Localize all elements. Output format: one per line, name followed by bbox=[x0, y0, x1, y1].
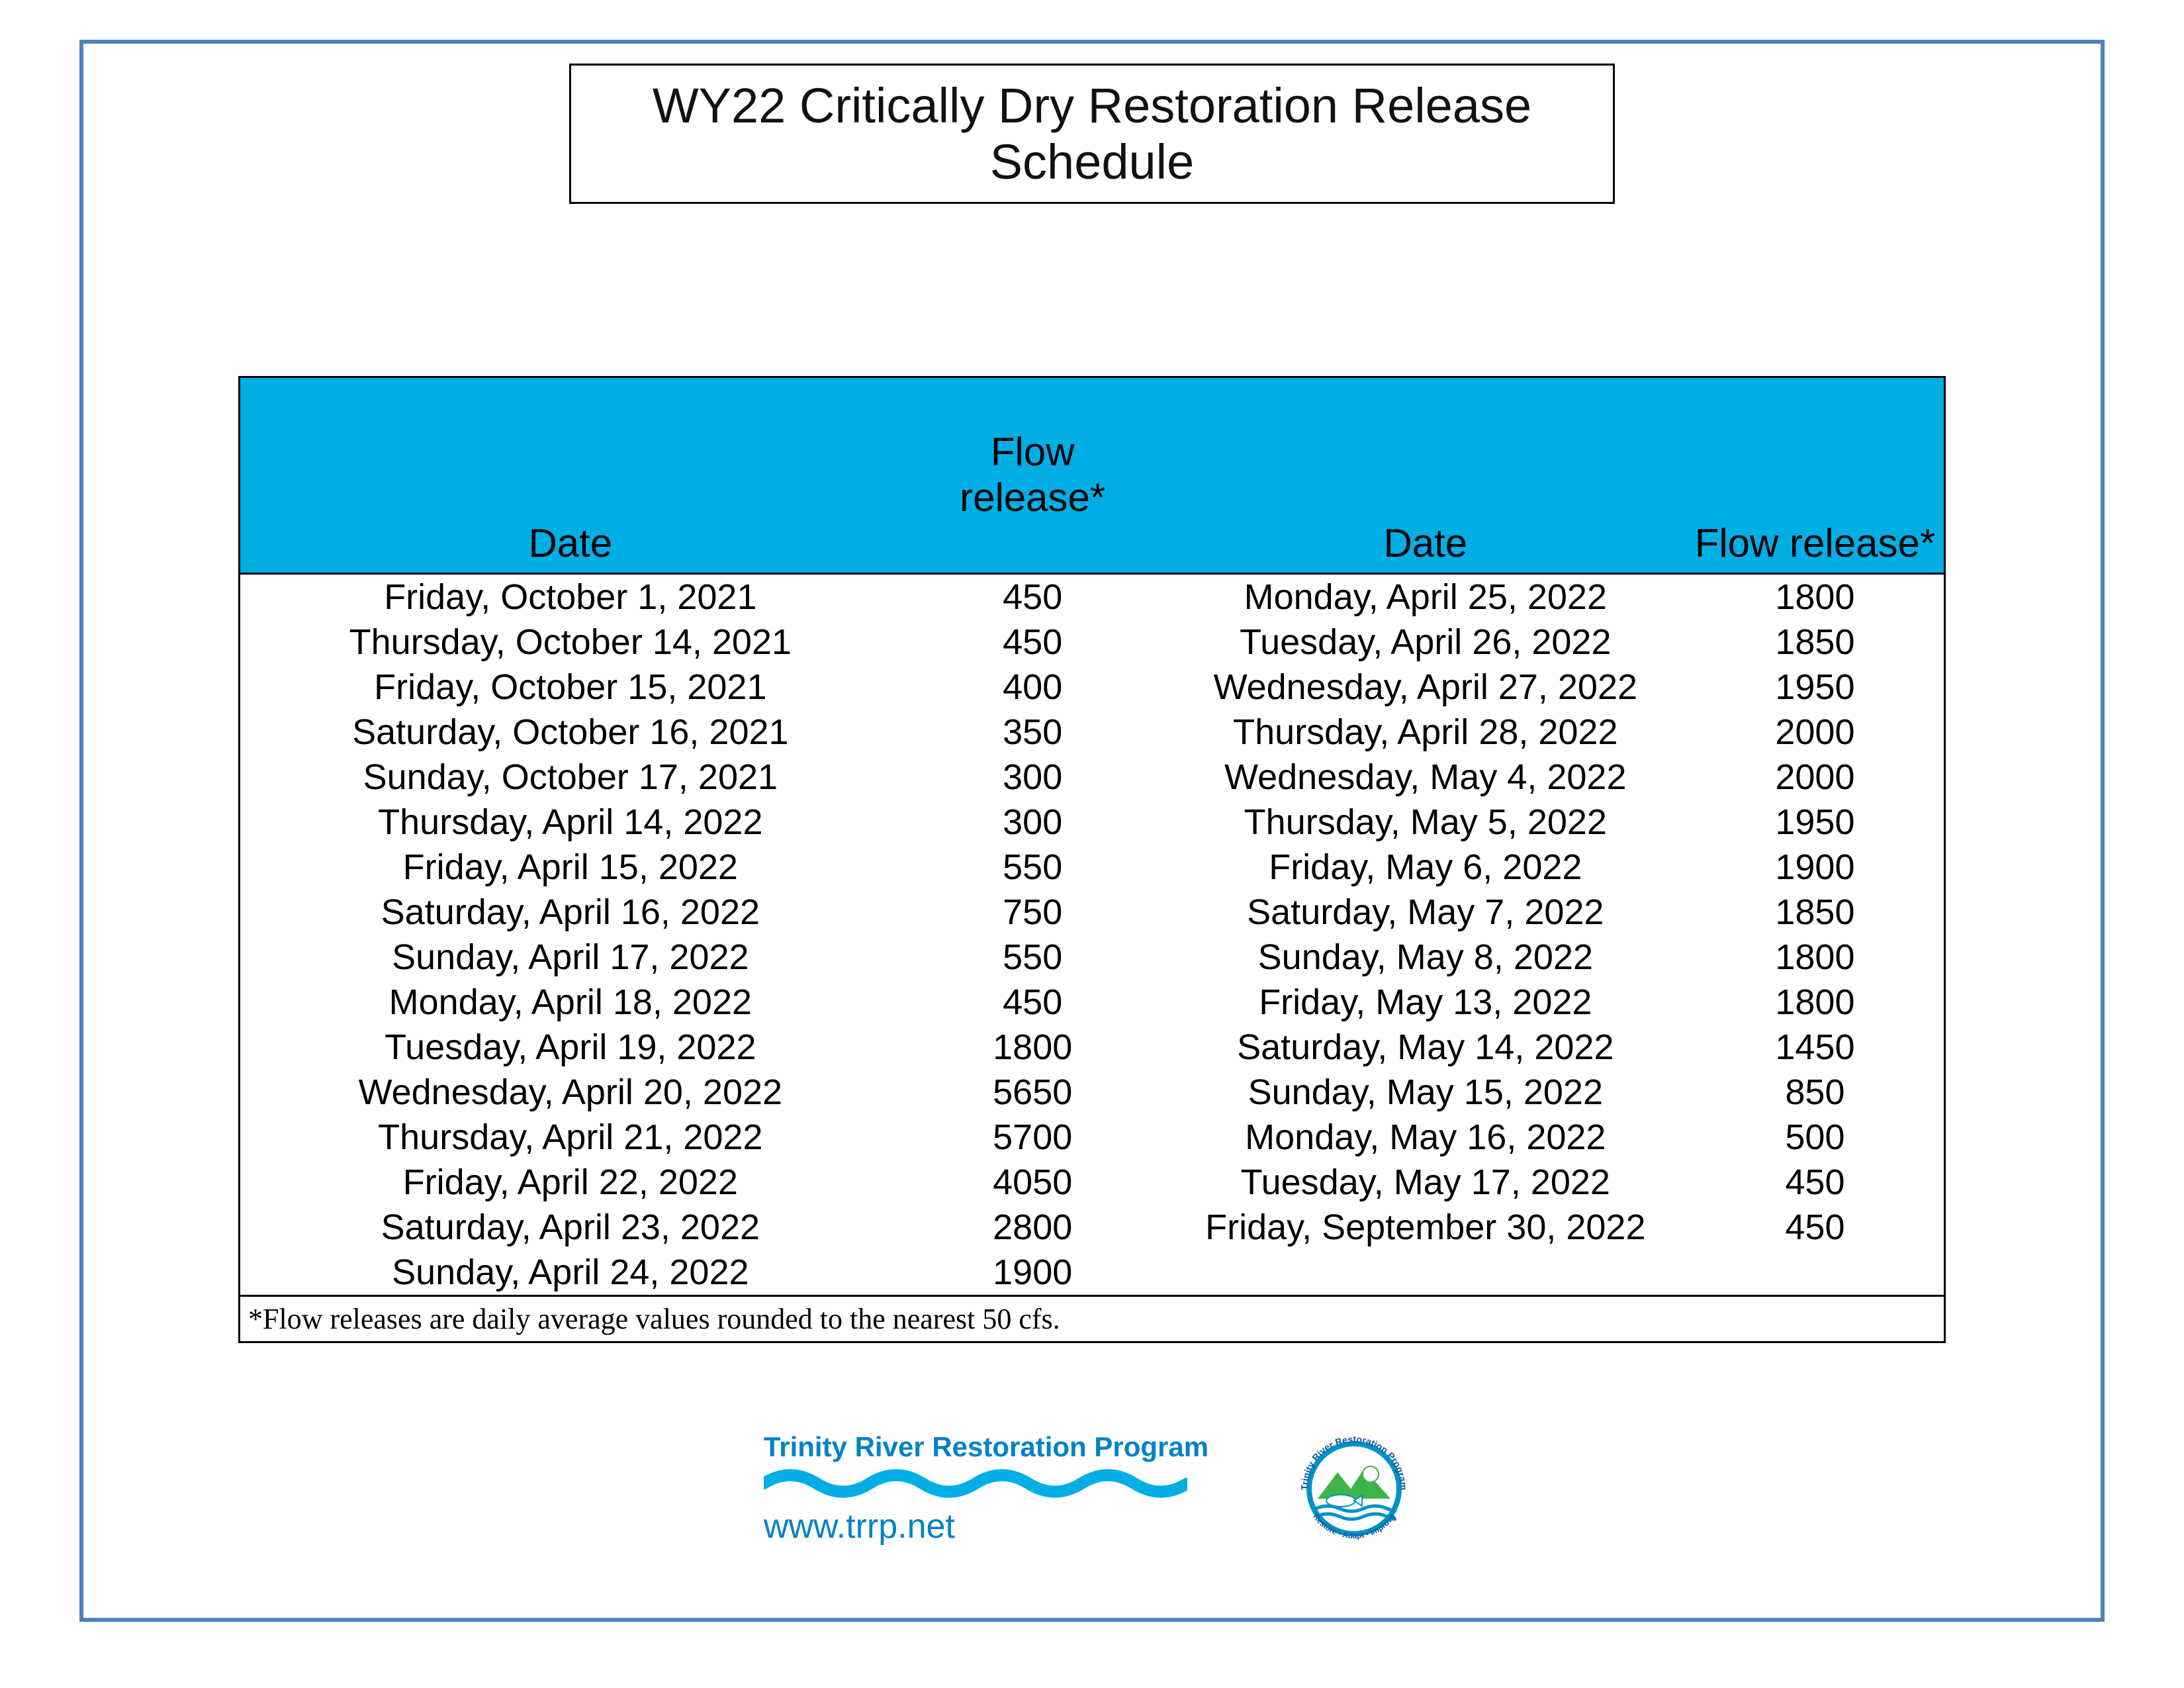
table-cell: 450 bbox=[1686, 1160, 1944, 1205]
table-cell: Friday, April 15, 2022 bbox=[240, 845, 901, 890]
table-cell: 1900 bbox=[901, 1250, 1165, 1295]
table-cell: 1950 bbox=[1686, 665, 1944, 710]
page-title: WY22 Critically Dry Restoration Release … bbox=[569, 64, 1615, 204]
program-url: www.trrp.net bbox=[764, 1507, 955, 1546]
table-cell: Friday, September 30, 2022 bbox=[1165, 1205, 1686, 1250]
table-cell: 450 bbox=[1686, 1205, 1944, 1250]
program-logo-icon: Trinity River Restoration Program Restor… bbox=[1288, 1423, 1420, 1555]
table-cell: Monday, April 18, 2022 bbox=[240, 980, 901, 1025]
table-cell: Wednesday, April 20, 2022 bbox=[240, 1070, 901, 1115]
table-cell: 1800 bbox=[1686, 575, 1944, 620]
table-cell: Sunday, April 24, 2022 bbox=[240, 1250, 901, 1295]
table-cell: 1950 bbox=[1686, 800, 1944, 845]
table-cell: Wednesday, April 27, 2022 bbox=[1165, 665, 1686, 710]
table-cell: 400 bbox=[901, 665, 1165, 710]
table-cell: 850 bbox=[1686, 1070, 1944, 1115]
table-cell: 450 bbox=[901, 575, 1165, 620]
table-cell: Saturday, October 16, 2021 bbox=[240, 710, 901, 755]
table-cell: 1850 bbox=[1686, 620, 1944, 665]
table-cell: 550 bbox=[901, 935, 1165, 980]
table-cell: 450 bbox=[901, 620, 1165, 665]
table-cell: 2000 bbox=[1686, 755, 1944, 800]
footer-branding: Trinity River Restoration Program www.tr… bbox=[764, 1431, 1208, 1546]
table-cell: 1850 bbox=[1686, 890, 1944, 935]
table-cell: Sunday, May 15, 2022 bbox=[1165, 1070, 1686, 1115]
table-cell: Sunday, May 8, 2022 bbox=[1165, 935, 1686, 980]
table-cell bbox=[1165, 1250, 1686, 1295]
table-cell: Saturday, May 14, 2022 bbox=[1165, 1025, 1686, 1070]
col-header-date-left: Date bbox=[240, 378, 901, 573]
table-cell: Tuesday, April 26, 2022 bbox=[1165, 620, 1686, 665]
table-cell: 500 bbox=[1686, 1115, 1944, 1160]
table-cell: 5700 bbox=[901, 1115, 1165, 1160]
table-cell: Friday, October 15, 2021 bbox=[240, 665, 901, 710]
column-flow-right: 1800185019502000200019501900185018001800… bbox=[1686, 575, 1944, 1295]
table-cell: Monday, April 25, 2022 bbox=[1165, 575, 1686, 620]
column-date-right: Monday, April 25, 2022Tuesday, April 26,… bbox=[1165, 575, 1686, 1295]
logo-top-text: Trinity River Restoration Program bbox=[1299, 1434, 1409, 1491]
table-cell: Sunday, October 17, 2021 bbox=[240, 755, 901, 800]
table-cell: Wednesday, May 4, 2022 bbox=[1165, 755, 1686, 800]
table-cell: Thursday, April 14, 2022 bbox=[240, 800, 901, 845]
wave-icon bbox=[764, 1467, 1187, 1500]
column-date-left: Friday, October 1, 2021Thursday, October… bbox=[240, 575, 901, 1295]
table-cell: Saturday, May 7, 2022 bbox=[1165, 890, 1686, 935]
schedule-table: Date Flowrelease* Date Flow release* Fri… bbox=[238, 376, 1946, 1343]
svg-text:Trinity River Restoration Prog: Trinity River Restoration Program bbox=[1299, 1434, 1409, 1491]
table-cell: Tuesday, April 19, 2022 bbox=[240, 1025, 901, 1070]
table-cell: 1450 bbox=[1686, 1025, 1944, 1070]
program-name: Trinity River Restoration Program bbox=[764, 1431, 1208, 1463]
table-cell: 5650 bbox=[901, 1070, 1165, 1115]
col-header-flow-left-text: Flowrelease* bbox=[901, 429, 1165, 520]
table-cell: 550 bbox=[901, 845, 1165, 890]
table-cell: Thursday, April 28, 2022 bbox=[1165, 710, 1686, 755]
table-cell: 350 bbox=[901, 710, 1165, 755]
table-cell: Saturday, April 16, 2022 bbox=[240, 890, 901, 935]
table-cell: 1800 bbox=[1686, 980, 1944, 1025]
table-cell: 300 bbox=[901, 755, 1165, 800]
col-header-flow-right: Flow release* bbox=[1686, 378, 1944, 573]
col-header-date-right: Date bbox=[1165, 378, 1686, 573]
table-header-row: Date Flowrelease* Date Flow release* bbox=[240, 378, 1944, 575]
col-header-date-left-text: Date bbox=[528, 520, 612, 566]
table-cell: Tuesday, May 17, 2022 bbox=[1165, 1160, 1686, 1205]
table-cell: Monday, May 16, 2022 bbox=[1165, 1115, 1686, 1160]
table-cell: Thursday, October 14, 2021 bbox=[240, 620, 901, 665]
table-cell: 1800 bbox=[1686, 935, 1944, 980]
table-cell: Saturday, April 23, 2022 bbox=[240, 1205, 901, 1250]
table-cell: Thursday, April 21, 2022 bbox=[240, 1115, 901, 1160]
col-header-flow-right-text: Flow release* bbox=[1695, 520, 1936, 566]
footer: Trinity River Restoration Program www.tr… bbox=[238, 1423, 1946, 1555]
column-flow-left: 4504504003503003005507505504501800565057… bbox=[901, 575, 1165, 1295]
table-cell: 2000 bbox=[1686, 710, 1944, 755]
col-header-flow-left: Flowrelease* bbox=[901, 378, 1165, 573]
table-cell bbox=[1686, 1250, 1944, 1295]
table-cell: 750 bbox=[901, 890, 1165, 935]
col-header-date-right-text: Date bbox=[1383, 520, 1467, 566]
table-cell: 300 bbox=[901, 800, 1165, 845]
table-body: Friday, October 1, 2021Thursday, October… bbox=[240, 575, 1944, 1295]
table-footnote: *Flow releases are daily average values … bbox=[240, 1295, 1944, 1341]
table-cell: 2800 bbox=[901, 1205, 1165, 1250]
table-cell: Sunday, April 17, 2022 bbox=[240, 935, 901, 980]
table-cell: Friday, May 13, 2022 bbox=[1165, 980, 1686, 1025]
table-cell: Friday, October 1, 2021 bbox=[240, 575, 901, 620]
table-cell: 1900 bbox=[1686, 845, 1944, 890]
table-cell: 450 bbox=[901, 980, 1165, 1025]
table-cell: 4050 bbox=[901, 1160, 1165, 1205]
table-cell: Friday, April 22, 2022 bbox=[240, 1160, 901, 1205]
table-cell: Thursday, May 5, 2022 bbox=[1165, 800, 1686, 845]
table-cell: 1800 bbox=[901, 1025, 1165, 1070]
page-frame: WY22 Critically Dry Restoration Release … bbox=[79, 40, 2105, 1622]
table-cell: Friday, May 6, 2022 bbox=[1165, 845, 1686, 890]
